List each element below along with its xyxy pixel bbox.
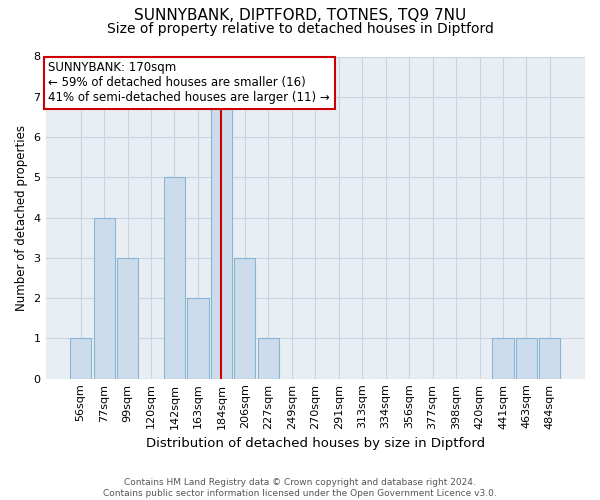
Bar [94, 218, 115, 378]
Y-axis label: Number of detached properties: Number of detached properties [15, 124, 28, 310]
Bar [539, 338, 560, 378]
Text: Contains HM Land Registry data © Crown copyright and database right 2024.
Contai: Contains HM Land Registry data © Crown c… [103, 478, 497, 498]
Bar [164, 178, 185, 378]
Bar [258, 338, 279, 378]
Bar [211, 97, 232, 378]
Bar [235, 258, 256, 378]
X-axis label: Distribution of detached houses by size in Diptford: Distribution of detached houses by size … [146, 437, 485, 450]
Bar [70, 338, 91, 378]
Text: Size of property relative to detached houses in Diptford: Size of property relative to detached ho… [107, 22, 493, 36]
Bar [117, 258, 138, 378]
Bar [187, 298, 209, 378]
Text: SUNNYBANK: 170sqm
← 59% of detached houses are smaller (16)
41% of semi-detached: SUNNYBANK: 170sqm ← 59% of detached hous… [48, 62, 330, 104]
Bar [493, 338, 514, 378]
Text: SUNNYBANK, DIPTFORD, TOTNES, TQ9 7NU: SUNNYBANK, DIPTFORD, TOTNES, TQ9 7NU [134, 8, 466, 22]
Bar [516, 338, 537, 378]
